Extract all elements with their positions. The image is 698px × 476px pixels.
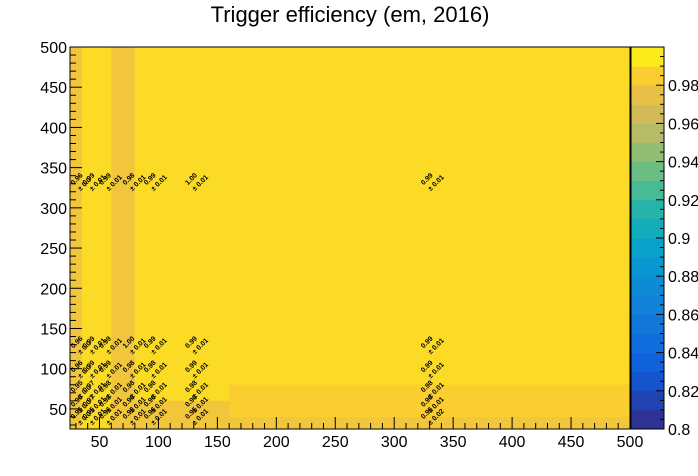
colorbar-tick-label: 0.92: [668, 193, 698, 210]
x-tick-label: 50: [91, 434, 109, 451]
colorbar-band: [631, 352, 664, 373]
y-tick-label: 200: [40, 281, 67, 298]
colorbar-band: [631, 295, 664, 315]
x-tick-label: 200: [263, 434, 290, 451]
x-tick-label: 150: [204, 434, 231, 451]
y-tick-label: 250: [40, 241, 67, 258]
colorbar-band: [631, 161, 664, 182]
colorbar-tick-label: 0.82: [668, 384, 698, 401]
colorbar-band: [631, 314, 664, 334]
heatmap-cell: [229, 384, 630, 417]
y-tick-label: 50: [49, 402, 67, 419]
colorbar-tick-label: 0.84: [668, 346, 698, 363]
colorbar-tick-label: 0.86: [668, 307, 698, 324]
colorbar-tick-label: 0.88: [668, 269, 698, 286]
colorbar-band: [631, 371, 664, 392]
colorbar-band: [631, 409, 664, 430]
colorbar-tick-label: 0.8: [668, 422, 690, 439]
heatmap-cell: [81, 47, 112, 429]
heatmap-cell: [134, 416, 630, 429]
colorbar-band: [631, 66, 664, 86]
x-tick-label: 400: [499, 434, 526, 451]
y-tick-label: 150: [40, 321, 67, 338]
colorbar-band: [631, 199, 664, 220]
colorbar-band: [631, 123, 664, 143]
colorbar-band: [631, 142, 664, 163]
plot-frame: [69, 46, 631, 430]
y-tick-label: 450: [40, 80, 67, 97]
x-axis: 50 100 150 200 250 300 350 400 450 500: [75, 417, 644, 451]
colorbar-band: [631, 218, 664, 239]
chart-title: Trigger efficiency (em, 2016): [211, 2, 490, 27]
heatmap-cells: [70, 47, 630, 429]
x-tick-label: 100: [145, 434, 172, 451]
y-tick-label: 400: [40, 120, 67, 137]
colorbar-tick-label: 0.96: [668, 116, 698, 133]
colorbar-band: [631, 180, 664, 201]
y-tick-label: 350: [40, 161, 67, 178]
x-tick-label: 300: [381, 434, 408, 451]
colorbar-band: [631, 104, 664, 124]
colorbar-band: [631, 47, 664, 67]
x-tick-label: 250: [322, 434, 349, 451]
heatmap-cell: [111, 328, 135, 429]
colorbar-band: [631, 257, 664, 277]
y-axis: 50 100 150 200 250 300 350 400 450 500: [40, 40, 82, 426]
x-tick-label: 350: [440, 434, 467, 451]
colorbar-band: [631, 390, 664, 411]
heatmap-cell: [70, 47, 82, 429]
colorbar: 0.8 0.82 0.84 0.86 0.88 0.9 0.92 0.94 0.96 0.98: [630, 46, 698, 439]
plot-background: [70, 47, 630, 429]
colorbar-tick-label: 0.94: [668, 155, 698, 172]
y-tick-label: 100: [40, 362, 67, 379]
y-tick-label: 300: [40, 201, 67, 218]
colorbar-tick-label: 0.98: [668, 78, 698, 95]
heatmap-cell: [111, 47, 135, 329]
colorbar-band: [631, 333, 664, 354]
colorbar-tick-label: 0.9: [668, 231, 690, 248]
colorbar-band: [631, 238, 664, 258]
colorbar-band: [631, 276, 664, 296]
colorbar-band: [631, 85, 664, 105]
y-tick-label: 500: [40, 40, 67, 57]
x-tick-label: 500: [617, 434, 644, 451]
heatmap-cell: [134, 400, 230, 417]
x-tick-label: 450: [558, 434, 585, 451]
